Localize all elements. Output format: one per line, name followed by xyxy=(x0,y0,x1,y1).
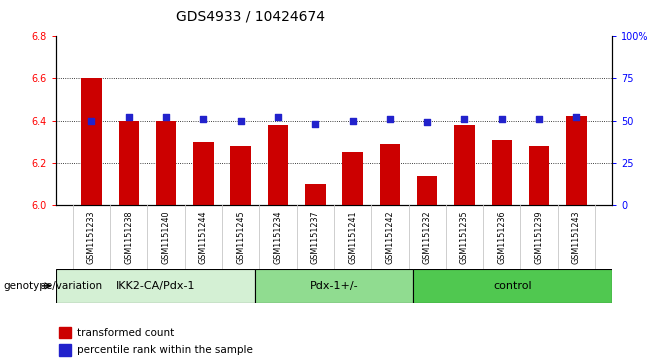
Bar xyxy=(529,146,549,205)
Text: Pdx-1+/-: Pdx-1+/- xyxy=(310,281,358,291)
Bar xyxy=(566,117,587,205)
Bar xyxy=(230,146,251,205)
Point xyxy=(310,121,320,127)
Bar xyxy=(156,121,176,205)
Point xyxy=(347,118,358,123)
Text: GSM1151245: GSM1151245 xyxy=(236,210,245,264)
Bar xyxy=(305,184,326,205)
Text: GSM1151236: GSM1151236 xyxy=(497,210,506,264)
Bar xyxy=(454,125,475,205)
Point xyxy=(422,119,432,125)
Text: GSM1151242: GSM1151242 xyxy=(386,210,394,264)
Text: GSM1151232: GSM1151232 xyxy=(422,210,432,264)
Point xyxy=(236,118,246,123)
Text: GSM1151235: GSM1151235 xyxy=(460,210,469,264)
Bar xyxy=(413,269,612,303)
Text: GSM1151238: GSM1151238 xyxy=(124,210,134,264)
Bar xyxy=(492,140,512,205)
Point xyxy=(385,116,395,122)
Bar xyxy=(118,121,139,205)
Bar xyxy=(342,152,363,205)
Text: genotype/variation: genotype/variation xyxy=(3,281,103,291)
Text: GDS4933 / 10424674: GDS4933 / 10424674 xyxy=(176,9,324,23)
Bar xyxy=(380,144,400,205)
Text: control: control xyxy=(494,281,532,291)
Bar xyxy=(59,344,71,356)
Text: GSM1151237: GSM1151237 xyxy=(311,210,320,264)
Bar xyxy=(255,269,413,303)
Point xyxy=(124,114,134,120)
Point xyxy=(161,114,171,120)
Text: GSM1151233: GSM1151233 xyxy=(87,210,96,264)
Point xyxy=(571,114,582,120)
Bar xyxy=(81,78,102,205)
Text: IKK2-CA/Pdx-1: IKK2-CA/Pdx-1 xyxy=(115,281,195,291)
Bar xyxy=(268,125,288,205)
Text: GSM1151234: GSM1151234 xyxy=(274,210,282,264)
Text: GSM1151243: GSM1151243 xyxy=(572,210,581,264)
Point xyxy=(534,116,544,122)
Text: transformed count: transformed count xyxy=(77,327,174,338)
Text: GSM1151240: GSM1151240 xyxy=(162,210,170,264)
Text: percentile rank within the sample: percentile rank within the sample xyxy=(77,345,253,355)
Point xyxy=(497,116,507,122)
Point xyxy=(86,118,97,123)
Point xyxy=(272,114,283,120)
Text: GSM1151239: GSM1151239 xyxy=(534,210,544,264)
Bar xyxy=(56,269,255,303)
Bar xyxy=(193,142,214,205)
Point xyxy=(198,116,209,122)
Bar xyxy=(417,176,438,205)
Text: GSM1151244: GSM1151244 xyxy=(199,210,208,264)
Point xyxy=(459,116,470,122)
Bar xyxy=(59,327,71,338)
Text: GSM1151241: GSM1151241 xyxy=(348,210,357,264)
